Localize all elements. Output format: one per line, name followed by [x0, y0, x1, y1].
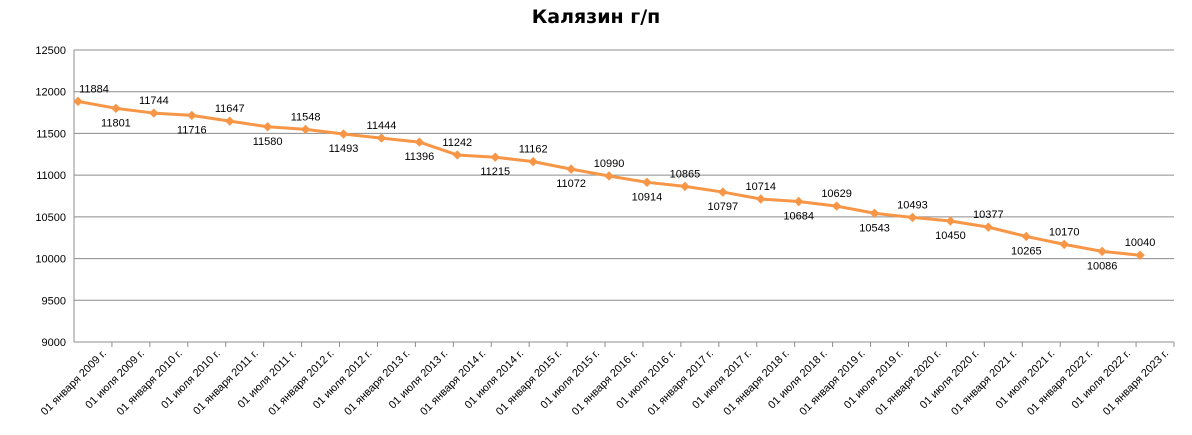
y-tick-label: 10000	[35, 254, 66, 266]
data-point	[869, 208, 880, 218]
data-label: 10714	[745, 181, 776, 193]
data-label: 10543	[859, 222, 890, 234]
y-tick-label: 12000	[35, 87, 66, 99]
data-point	[642, 177, 652, 188]
data-label: 10684	[783, 211, 814, 223]
x-tick-label: 01 января 2010 г.	[115, 348, 185, 418]
data-point	[1135, 250, 1145, 260]
data-point	[149, 108, 159, 118]
data-point	[793, 196, 804, 207]
data-label: 11744	[139, 95, 169, 107]
data-point	[718, 187, 728, 197]
data-point	[983, 222, 994, 232]
data-label: 11162	[519, 144, 548, 156]
data-point	[225, 116, 235, 126]
data-label: 10797	[708, 201, 739, 213]
data-label: 10265	[1011, 245, 1042, 257]
data-point	[73, 96, 83, 107]
x-tick-label: 01 января 2017 г.	[646, 348, 716, 418]
data-point	[376, 133, 387, 143]
data-point	[1097, 246, 1107, 257]
data-point	[338, 129, 349, 139]
data-point	[262, 122, 273, 132]
data-point	[490, 152, 500, 162]
y-tick-label: 12500	[35, 45, 66, 57]
data-label: 10377	[973, 209, 1004, 221]
data-point	[187, 110, 197, 121]
x-tick-label: 01 января 2018 г.	[722, 348, 792, 418]
y-tick-label: 11500	[36, 128, 66, 140]
data-point	[945, 216, 956, 226]
data-label: 11647	[215, 103, 245, 115]
data-point	[680, 181, 690, 192]
x-tick-label: 01 января 2009 г.	[39, 348, 109, 418]
data-point	[1059, 239, 1069, 250]
data-label: 11884	[79, 83, 109, 95]
y-tick-label: 11000	[36, 170, 66, 182]
data-point	[452, 150, 463, 160]
data-label: 10914	[632, 191, 663, 203]
data-point	[831, 201, 842, 211]
chart-title: Калязин г/п	[531, 6, 661, 28]
data-point	[1021, 231, 1031, 242]
data-point	[756, 194, 766, 204]
data-label: 11493	[329, 143, 359, 155]
data-label: 10865	[670, 168, 701, 180]
x-tick-label: 01 января 2012 г.	[266, 348, 336, 418]
data-label: 10086	[1087, 260, 1118, 272]
data-point	[907, 212, 918, 223]
data-label: 10990	[594, 158, 625, 170]
data-label: 11396	[404, 151, 434, 163]
x-tick-label: 01 января 2011 г.	[191, 348, 261, 418]
data-label: 11716	[177, 124, 207, 136]
y-tick-label: 9500	[42, 295, 66, 307]
data-point	[111, 103, 121, 114]
x-tick-label: 01 января 2021 г.	[949, 348, 1019, 418]
data-label: 11548	[291, 111, 321, 123]
data-label: 10493	[897, 199, 928, 211]
data-label: 10629	[821, 188, 852, 200]
x-tick-label: 01 января 2014 г.	[418, 348, 488, 418]
data-label: 11072	[556, 178, 586, 190]
data-point	[566, 164, 576, 174]
data-label: 10170	[1049, 226, 1080, 238]
x-tick-label: 01 января 2023 г.	[1101, 348, 1171, 418]
data-point	[528, 156, 538, 167]
data-label: 10450	[935, 230, 966, 242]
x-tick-label: 01 января 2016 г.	[570, 348, 640, 418]
data-label: 11801	[101, 117, 131, 129]
y-tick-label: 9000	[42, 337, 66, 349]
x-tick-label: 01 января 2015 г.	[494, 348, 564, 418]
x-tick-label: 01 января 2022 г.	[1025, 348, 1095, 418]
data-point	[604, 171, 614, 181]
data-label: 11444	[367, 120, 397, 132]
data-point	[414, 137, 425, 147]
x-tick-label: 01 января 2019 г.	[797, 348, 867, 418]
data-label: 10040	[1125, 237, 1156, 249]
x-tick-label: 01 января 2013 г.	[342, 348, 412, 418]
data-point	[300, 124, 311, 135]
data-label: 11242	[442, 137, 472, 149]
data-label: 11580	[253, 136, 283, 148]
y-tick-label: 10500	[35, 212, 66, 224]
x-tick-label: 01 января 2020 г.	[873, 348, 943, 418]
data-label: 11215	[480, 166, 510, 178]
